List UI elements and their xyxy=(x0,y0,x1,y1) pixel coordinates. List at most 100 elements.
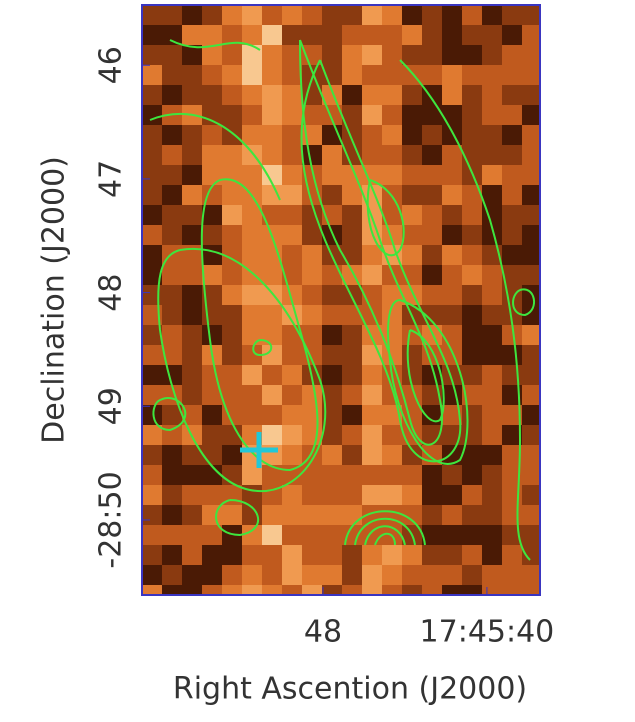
image-pixel xyxy=(282,365,302,385)
image-pixel xyxy=(262,125,282,145)
image-pixel xyxy=(202,45,222,65)
y-tick-label: -28:50 xyxy=(94,471,129,568)
image-pixel xyxy=(462,25,482,45)
image-pixel xyxy=(382,265,402,285)
image-pixel xyxy=(262,145,282,165)
image-pixel xyxy=(262,405,282,425)
image-pixel xyxy=(442,265,462,285)
image-pixel xyxy=(182,525,202,545)
image-pixel xyxy=(402,45,422,65)
image-pixel xyxy=(162,145,182,165)
image-pixel xyxy=(362,125,382,145)
image-pixel xyxy=(282,5,302,25)
image-pixel xyxy=(322,345,342,365)
image-pixel xyxy=(402,5,422,25)
image-pixel xyxy=(462,165,482,185)
image-pixel xyxy=(442,545,462,565)
image-pixel xyxy=(142,145,162,165)
image-pixel xyxy=(242,285,262,305)
image-pixel xyxy=(462,565,482,585)
image-pixel xyxy=(262,325,282,345)
image-pixel xyxy=(202,25,222,45)
image-pixel xyxy=(502,285,522,305)
image-pixel xyxy=(202,445,222,465)
image-pixel xyxy=(302,505,322,525)
image-pixel xyxy=(362,445,382,465)
image-pixel xyxy=(182,205,202,225)
image-pixel xyxy=(262,505,282,525)
image-pixel xyxy=(182,85,202,105)
image-pixel xyxy=(342,365,362,385)
image-pixel xyxy=(202,305,222,325)
image-pixel xyxy=(302,325,322,345)
image-pixel xyxy=(342,325,362,345)
image-pixel xyxy=(482,285,502,305)
image-pixel xyxy=(502,185,522,205)
image-pixel xyxy=(362,385,382,405)
image-pixel xyxy=(482,485,502,505)
image-pixel xyxy=(462,525,482,545)
image-pixel xyxy=(342,185,362,205)
image-pixel xyxy=(442,45,462,65)
image-pixel xyxy=(402,105,422,125)
image-pixel xyxy=(502,565,522,585)
image-pixel xyxy=(342,485,362,505)
image-pixel xyxy=(142,85,162,105)
image-pixel xyxy=(262,105,282,125)
image-pixel xyxy=(342,5,362,25)
image-pixel xyxy=(162,185,182,205)
image-pixel xyxy=(242,385,262,405)
image-pixel xyxy=(202,425,222,445)
image-pixel xyxy=(402,25,422,45)
image-pixel xyxy=(322,465,342,485)
image-pixel xyxy=(462,365,482,385)
x-tick-label: 48 xyxy=(304,615,342,650)
y-tick-label: 46 xyxy=(94,46,129,84)
image-pixel xyxy=(202,65,222,85)
image-pixel xyxy=(222,265,242,285)
image-pixel xyxy=(482,525,502,545)
image-pixel xyxy=(462,345,482,365)
image-pixel xyxy=(202,485,222,505)
image-pixel xyxy=(182,565,202,585)
image-pixel xyxy=(282,345,302,365)
image-pixel xyxy=(242,245,262,265)
image-pixel xyxy=(302,245,322,265)
image-pixel xyxy=(482,165,502,185)
image-pixel xyxy=(282,505,302,525)
image-pixel xyxy=(482,85,502,105)
image-pixel xyxy=(482,305,502,325)
image-pixel xyxy=(182,385,202,405)
image-pixel xyxy=(442,505,462,525)
image-pixel xyxy=(142,465,162,485)
image-pixel xyxy=(242,545,262,565)
image-pixel xyxy=(362,25,382,45)
image-pixel xyxy=(302,565,322,585)
image-pixel xyxy=(282,65,302,85)
image-pixel xyxy=(142,405,162,425)
image-pixel xyxy=(382,565,402,585)
image-pixel xyxy=(502,45,522,65)
image-pixel xyxy=(322,485,342,505)
image-pixel xyxy=(342,505,362,525)
image-pixel xyxy=(202,545,222,565)
image-pixel xyxy=(262,65,282,85)
image-pixel xyxy=(142,525,162,545)
image-pixel xyxy=(342,85,362,105)
image-pixel xyxy=(242,165,262,185)
image-pixel xyxy=(162,265,182,285)
image-pixel xyxy=(422,505,442,525)
image-pixel xyxy=(202,405,222,425)
image-pixel xyxy=(162,285,182,305)
image-pixel xyxy=(262,525,282,545)
image-pixel xyxy=(262,45,282,65)
image-pixel xyxy=(322,185,342,205)
image-pixel xyxy=(322,45,342,65)
image-pixel xyxy=(302,385,322,405)
image-pixel xyxy=(142,245,162,265)
image-pixel xyxy=(402,205,422,225)
image-pixel xyxy=(482,45,502,65)
y-axis-title: Declination (J2000) xyxy=(37,156,72,444)
image-pixel xyxy=(142,485,162,505)
image-pixel xyxy=(202,565,222,585)
